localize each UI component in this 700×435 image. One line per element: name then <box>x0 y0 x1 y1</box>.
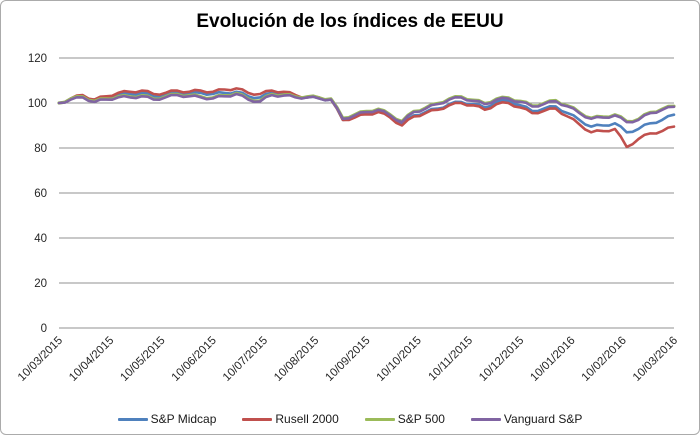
legend-label: Vanguard S&P <box>503 412 583 426</box>
legend-label: Rusell 2000 <box>275 412 339 426</box>
x-tick-label: 10/05/2015 <box>118 335 167 384</box>
legend-label: S&P 500 <box>397 412 445 426</box>
legend-line-swatch <box>117 417 148 421</box>
legend-item-rusell-2000: Rusell 2000 <box>242 412 339 426</box>
legend-line-swatch <box>364 417 395 421</box>
x-tick-label: 10/11/2015 <box>427 335 476 384</box>
legend-item-s-p-500: S&P 500 <box>364 412 445 426</box>
x-tick-label: 10/04/2015 <box>67 335 116 384</box>
y-tick-label: 120 <box>28 53 47 65</box>
x-tick-label: 10/03/2015 <box>16 335 65 384</box>
legend: S&P Midcap Rusell 2000 S&P 500 Vanguard S&P <box>1 412 699 426</box>
x-tick-label: 10/12/2015 <box>477 335 526 384</box>
x-tick-label: 10/07/2015 <box>221 335 270 384</box>
x-tick-label: 10/01/2016 <box>528 335 577 384</box>
legend-line-swatch <box>242 417 273 421</box>
legend-label: S&P Midcap <box>150 412 217 426</box>
y-tick-label: 100 <box>28 98 47 110</box>
x-tick-label: 10/08/2015 <box>272 335 321 384</box>
y-tick-label: 60 <box>34 188 47 200</box>
series-line-rusell-2000 <box>57 87 676 149</box>
legend-line-swatch <box>470 417 501 421</box>
series-line-vanguard-s-p <box>57 92 676 124</box>
y-tick-label: 40 <box>34 233 47 245</box>
x-tick-label: 10/09/2015 <box>323 335 372 384</box>
x-tick-label: 10/02/2016 <box>580 335 629 384</box>
chart-title: Evolución de los índices de EEUU <box>196 11 504 32</box>
y-tick-label: 0 <box>41 323 47 335</box>
legend-item-vanguard-s-p: Vanguard S&P <box>470 412 583 426</box>
legend-item-s-p-midcap: S&P Midcap <box>117 412 217 426</box>
y-tick-label: 80 <box>34 143 47 155</box>
x-tick-label: 10/06/2015 <box>170 335 219 384</box>
x-tick-label: 10/03/2016 <box>631 335 680 384</box>
x-tick-label: 10/10/2015 <box>375 335 424 384</box>
y-tick-label: 20 <box>34 278 47 290</box>
